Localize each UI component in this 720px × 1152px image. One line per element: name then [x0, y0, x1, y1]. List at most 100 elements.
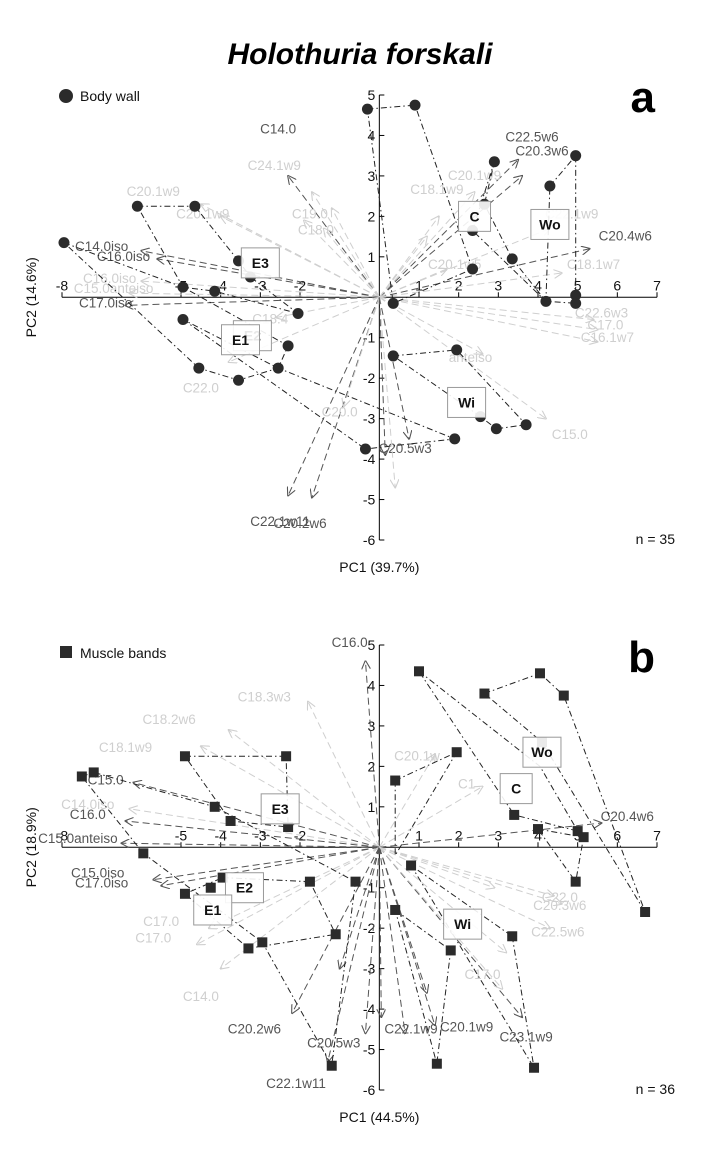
vector-label: C17.0: [135, 930, 171, 945]
vector-label: C22.5w6: [505, 130, 558, 145]
data-point: [570, 876, 581, 887]
vector-label: C22.1w11: [266, 1076, 326, 1091]
loading-vector: [379, 823, 601, 848]
vector-label: C14.0iso: [75, 239, 128, 254]
vector-label: C16.0: [332, 635, 368, 650]
loading-vector: [197, 846, 380, 944]
loading-vector: [378, 754, 435, 848]
x-tick-label: -2: [294, 277, 307, 293]
data-point: [558, 690, 569, 701]
vector-label: C23.1w9: [499, 1029, 552, 1044]
vector-label: C20.5w3: [307, 1036, 360, 1051]
data-point: [283, 822, 294, 833]
loading-vector: [308, 702, 380, 848]
x-tick-label: 2: [455, 277, 463, 293]
loading-vector: [133, 783, 380, 848]
data-point: [529, 1062, 540, 1073]
data-point: [179, 751, 190, 762]
x-tick-label: -3: [254, 827, 267, 843]
group-label: E3: [252, 255, 269, 271]
loading-vector: [122, 843, 380, 847]
data-point: [479, 688, 490, 699]
group-label: E1: [204, 902, 221, 918]
data-point: [359, 443, 371, 455]
loading-vector: [379, 296, 482, 354]
vector-label: C15.0: [552, 427, 588, 442]
data-point: [282, 340, 294, 352]
loading-vector: [276, 296, 380, 317]
group-label: E3: [272, 801, 289, 817]
x-tick-label: -4: [214, 827, 227, 843]
data-point: [488, 156, 500, 168]
y-tick-label: -5: [363, 492, 376, 508]
vector-label: C22.5w6: [531, 924, 584, 939]
loading-vector: [378, 846, 502, 989]
loading-vector: [304, 220, 380, 298]
vector-label: C17.0: [143, 914, 179, 929]
loading-vector: [379, 176, 522, 298]
y-tick-label: 1: [368, 799, 376, 815]
loading-vector: [378, 297, 409, 439]
data-point: [361, 103, 373, 115]
loading-vector: [379, 229, 550, 298]
vector-label: C20.4w6: [599, 229, 652, 244]
loading-vector: [378, 847, 435, 1025]
data-point: [451, 344, 463, 356]
vector-label: C15.0anteiso: [74, 281, 154, 296]
loading-vector: [378, 847, 427, 993]
y-tick-label: 3: [368, 718, 376, 734]
data-point: [406, 860, 417, 871]
loading-vector: [379, 846, 554, 896]
loading-vector: [378, 237, 427, 298]
y-tick-label: 2: [368, 758, 376, 774]
x-tick-label: 2: [455, 827, 463, 843]
data-point: [257, 937, 268, 948]
group-box: [522, 736, 562, 768]
group-hull: [418, 670, 579, 832]
group-label: C: [511, 781, 521, 797]
group-hull: [472, 161, 547, 302]
data-point: [445, 945, 456, 956]
legend-label: Body wall: [80, 88, 140, 104]
vector-label: C17.0: [464, 967, 500, 982]
group-box: [240, 247, 280, 279]
data-point: [570, 297, 582, 309]
y-tick-label: -4: [363, 451, 376, 467]
loading-vector: [288, 297, 380, 495]
vector-label: C20.3w6: [515, 144, 568, 159]
loading-vector: [125, 296, 380, 305]
group-box: [193, 894, 233, 926]
data-point: [292, 307, 304, 319]
x-tick-label: -8: [56, 827, 69, 843]
data-point: [281, 751, 292, 762]
y-tick-label: -2: [363, 370, 376, 386]
vector-label: C19.0: [292, 206, 328, 221]
loading-vector: [229, 730, 380, 848]
data-point: [570, 289, 582, 301]
data-point: [572, 826, 583, 837]
x-tick-label: 7: [653, 277, 661, 293]
loading-vector: [324, 229, 380, 298]
loading-vector: [379, 846, 561, 904]
vector-label: C20.5w3: [378, 441, 431, 456]
data-point: [431, 1058, 442, 1069]
vector-label: C20.2w6: [228, 1021, 281, 1036]
group-box: [530, 208, 570, 240]
vector-label: C14.0: [183, 989, 219, 1004]
group-label: Wo: [531, 744, 553, 760]
x-axis-title: PC1 (44.5%): [339, 1109, 419, 1125]
group-box: [447, 386, 487, 418]
vector-label: C20.4w6: [601, 809, 654, 824]
vector-label: C20.3w6: [533, 898, 586, 913]
group-hull: [537, 828, 585, 883]
legend-marker: [60, 646, 72, 658]
vector-label: C22.1w11: [250, 514, 310, 529]
data-point: [467, 263, 479, 275]
vector-label: C18.0: [298, 223, 334, 238]
group-hull: [366, 104, 474, 305]
loading-vector: [379, 296, 593, 319]
loading-vector: [153, 846, 380, 879]
y-tick-label: -5: [363, 1042, 376, 1058]
data-point: [225, 815, 236, 826]
data-point: [570, 150, 582, 162]
